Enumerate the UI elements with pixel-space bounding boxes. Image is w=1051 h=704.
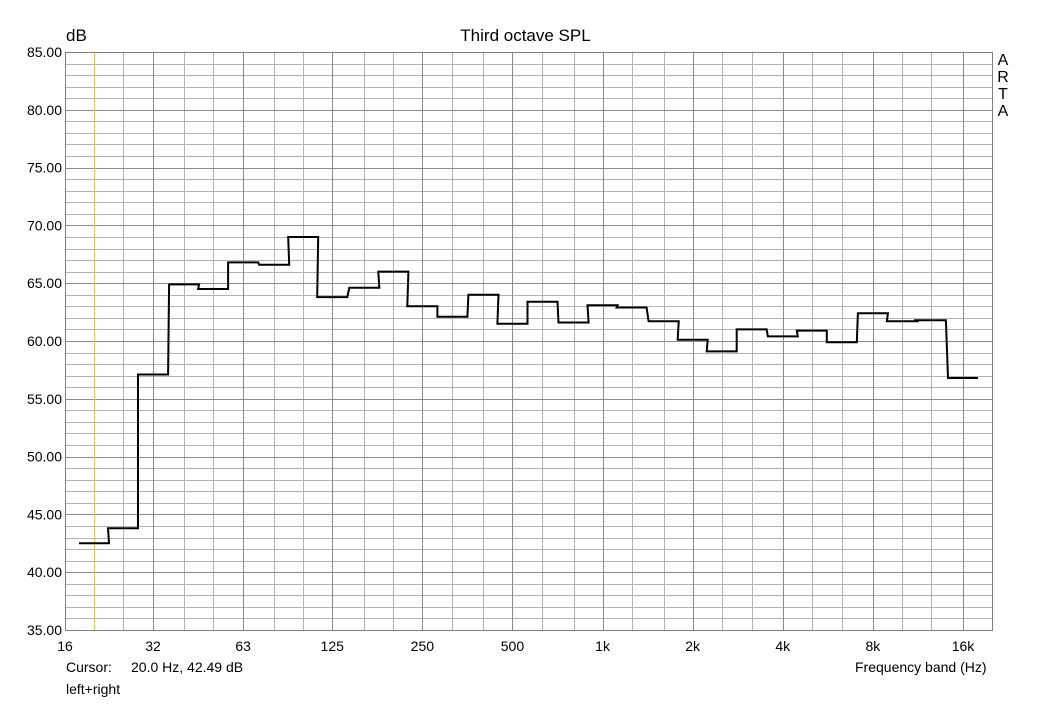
chart-title: Third octave SPL (460, 26, 591, 45)
y-axis-ticks: 35.00 40.00 45.00 50.00 55.00 60.00 65.00 70.00… (27, 44, 62, 638)
y-tick-label: 55.00 (27, 391, 62, 407)
y-tick-label: 45.00 (27, 506, 62, 522)
x-tick-label: 125 (321, 638, 345, 654)
logo-letter: A (997, 52, 1009, 69)
x-tick-label: 4k (775, 638, 791, 654)
y-tick-label: 50.00 (27, 449, 62, 465)
x-tick-label: 2k (685, 638, 701, 654)
y-tick-label: 80.00 (27, 102, 62, 118)
y-tick-label: 35.00 (27, 622, 62, 638)
channel-mode: left+right (66, 681, 121, 697)
x-axis-label: Frequency band (Hz) (855, 659, 987, 675)
x-tick-label: 32 (145, 638, 161, 654)
cursor-readout: 20.0 Hz, 42.49 dB (131, 659, 244, 675)
x-tick-label: 250 (411, 638, 435, 654)
y-tick-label: 65.00 (27, 275, 62, 291)
plot-frame (65, 52, 993, 631)
spl-series-line (79, 236, 978, 545)
x-tick-label: 1k (595, 638, 611, 654)
x-tick-label: 16 (57, 638, 73, 654)
cursor-label: Cursor: (66, 659, 112, 675)
y-tick-label: 70.00 (27, 217, 62, 233)
x-tick-label: 63 (235, 638, 251, 654)
logo-letter: R (997, 69, 1009, 86)
x-axis-ticks: 16 32 63 125 250 500 1k 2k 4k 8k 16k (57, 638, 975, 654)
x-tick-label: 500 (501, 638, 525, 654)
y-axis-label: dB (66, 26, 87, 45)
y-tick-label: 60.00 (27, 333, 62, 349)
logo-letter: A (997, 103, 1009, 120)
logo-letter: T (998, 86, 1008, 103)
y-tick-label: 40.00 (27, 564, 62, 580)
arta-logo: A R T A (993, 52, 1013, 120)
y-tick-label: 85.00 (27, 44, 62, 60)
x-tick-label: 8k (865, 638, 881, 654)
y-tick-label: 75.00 (27, 160, 62, 176)
x-tick-label: 16k (952, 638, 976, 654)
